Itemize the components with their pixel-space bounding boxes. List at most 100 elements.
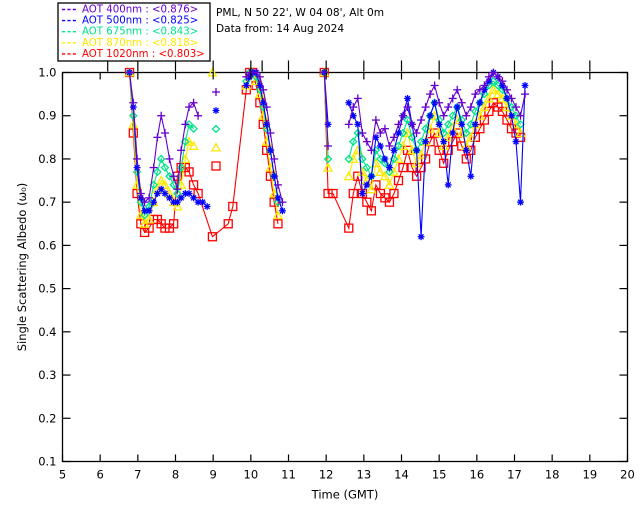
legend-item-500nm[interactable]: AOT 500nm : <0.825> bbox=[62, 16, 198, 27]
data-point-diamond bbox=[385, 167, 394, 177]
data-point-star bbox=[190, 194, 197, 201]
y-tick-label: 0.6 bbox=[38, 238, 56, 252]
data-point-star bbox=[134, 164, 140, 171]
data-point-triangle bbox=[128, 119, 139, 129]
data-point-diamond bbox=[173, 189, 182, 198]
data-point-star bbox=[395, 130, 402, 136]
data-point-star bbox=[368, 173, 375, 180]
data-point-diamond bbox=[132, 167, 142, 177]
data-point-square bbox=[223, 219, 233, 229]
data-point-square bbox=[273, 219, 283, 229]
y-tick-label: 1.0 bbox=[38, 66, 56, 80]
data-point-star bbox=[440, 138, 447, 145]
data-point-triangle bbox=[144, 214, 155, 224]
data-point-square bbox=[366, 206, 377, 216]
chart-title: PML, N 50 22', W 04 08', Alt 0m Data from… bbox=[216, 7, 384, 35]
data-point-diamond bbox=[362, 163, 372, 172]
data-point-star bbox=[463, 147, 470, 154]
data-point-star bbox=[363, 181, 370, 188]
data-point-star bbox=[386, 164, 393, 171]
data-point-triangle bbox=[443, 132, 454, 142]
data-point-triangle bbox=[488, 84, 499, 94]
data-point-triangle bbox=[272, 209, 284, 220]
y-tick-label: 0.1 bbox=[38, 455, 56, 469]
x-tick-label: 5 bbox=[59, 468, 66, 482]
data-point-star bbox=[186, 190, 192, 197]
data-point-triangle bbox=[483, 93, 494, 103]
data-point-triangle bbox=[479, 101, 490, 112]
legend-item-870nm[interactable]: AOT 870nm : <0.818> bbox=[62, 38, 198, 49]
data-point-star bbox=[504, 95, 510, 102]
data-point-triangle bbox=[384, 179, 395, 189]
data-point-diamond bbox=[184, 120, 194, 129]
y-axis-label: Single Scattering Albedo (ω₀) bbox=[15, 183, 29, 352]
marker-key-675nm bbox=[211, 124, 221, 134]
data-point-triangle bbox=[415, 149, 427, 159]
data-point-triangle bbox=[411, 158, 422, 168]
data-point-square bbox=[434, 145, 444, 155]
data-point-triangle bbox=[183, 136, 195, 146]
x-tick-label: 14 bbox=[394, 468, 409, 482]
data-point-triangle bbox=[438, 140, 449, 151]
data-point-triangle bbox=[139, 218, 150, 228]
data-point-diamond bbox=[348, 137, 358, 146]
data-point-star bbox=[431, 99, 438, 106]
data-point-star bbox=[199, 199, 206, 206]
data-point-star bbox=[404, 95, 411, 102]
data-point-star bbox=[445, 181, 452, 188]
data-point-diamond bbox=[443, 120, 453, 129]
legend-item-1020nm[interactable]: AOT 1020nm : <0.803> bbox=[62, 49, 205, 60]
legend-border bbox=[57, 2, 211, 62]
data-point-star bbox=[345, 99, 352, 106]
data-point-star bbox=[413, 147, 420, 154]
data-point-star bbox=[436, 121, 443, 128]
marker-key-1020nm bbox=[211, 161, 221, 171]
data-point-star bbox=[146, 207, 153, 214]
x-tick-label: 15 bbox=[432, 468, 447, 482]
series-line bbox=[323, 72, 521, 231]
legend-box[interactable]: AOT 400nm : <0.876>AOT 500nm : <0.825>AO… bbox=[57, 2, 211, 62]
y-tick-label: 0.4 bbox=[38, 325, 56, 339]
data-point-star bbox=[243, 82, 250, 89]
data-point-diamond bbox=[376, 154, 385, 164]
data-point-triangle bbox=[379, 170, 391, 181]
data-point-star bbox=[418, 233, 424, 240]
data-point-triangle bbox=[465, 132, 476, 142]
data-point-diamond bbox=[448, 111, 458, 121]
legend-item-400nm[interactable]: AOT 400nm : <0.876> bbox=[62, 5, 198, 16]
data-point-star bbox=[422, 138, 429, 145]
data-point-diamond bbox=[153, 167, 162, 177]
y-tick-label: 0.5 bbox=[38, 282, 56, 296]
data-point-diamond bbox=[398, 128, 408, 138]
data-point-triangle bbox=[474, 110, 485, 120]
series-line bbox=[323, 72, 329, 147]
data-point-star bbox=[372, 134, 379, 141]
data-point-diamond bbox=[344, 154, 354, 164]
x-tick-label: 18 bbox=[545, 468, 560, 482]
data-point-diamond bbox=[258, 102, 268, 112]
data-point-diamond bbox=[498, 85, 507, 95]
x-tick-label: 7 bbox=[134, 468, 141, 482]
data-point-star bbox=[195, 199, 202, 206]
data-point-star bbox=[454, 104, 461, 110]
marker-key-870nm bbox=[210, 142, 222, 152]
legend-label: AOT 675nm : <0.843> bbox=[82, 27, 198, 38]
data-point-triangle bbox=[159, 179, 171, 189]
data-point-star bbox=[178, 194, 185, 201]
data-point-triangle bbox=[492, 88, 504, 99]
legend-item-675nm[interactable]: AOT 675nm : <0.843> bbox=[62, 27, 198, 38]
x-tick-label: 10 bbox=[244, 468, 259, 482]
data-point-triangle bbox=[156, 175, 167, 185]
data-point-diamond bbox=[165, 171, 174, 181]
data-point-diamond bbox=[403, 115, 412, 125]
data-point-triangle bbox=[135, 209, 146, 220]
data-point-star bbox=[391, 147, 397, 154]
data-point-square bbox=[168, 219, 179, 229]
legend-label: AOT 870nm : <0.818> bbox=[82, 38, 198, 49]
data-point-star bbox=[141, 207, 148, 214]
data-point-diamond bbox=[255, 85, 265, 95]
data-point-diamond bbox=[160, 163, 170, 172]
data-point-diamond bbox=[140, 210, 149, 220]
data-point-star bbox=[517, 199, 524, 206]
